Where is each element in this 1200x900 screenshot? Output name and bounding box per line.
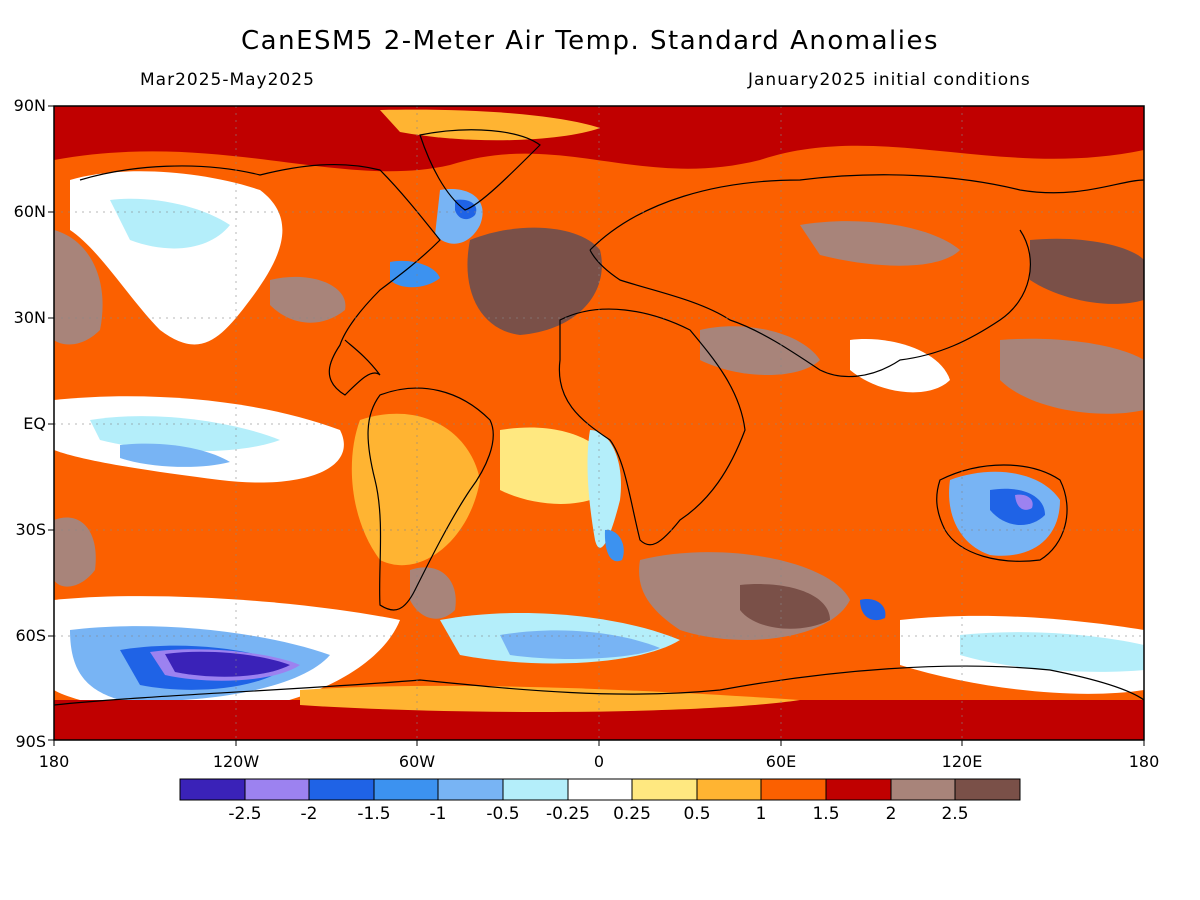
colorbar-swatch-11 [825, 778, 892, 801]
coastline-north-america [79, 163, 441, 396]
initial-conditions: January2025 initial conditions [748, 70, 1031, 90]
anomaly-region-tropical-pacific-cooler [120, 443, 230, 467]
anomaly-region-antarctica [54, 700, 1144, 740]
lat-label-eq: EQ [23, 414, 46, 433]
colorbar-label-8: 0.5 [683, 804, 711, 824]
colorbar-label-1: -2.5 [228, 804, 262, 824]
colorbar-swatch-1 [179, 778, 246, 801]
anomaly-region-usa-warm [270, 276, 346, 323]
lat-label-30n: 30N [13, 308, 46, 327]
colorbar-label-7: 0.25 [613, 804, 651, 824]
axis-ticks [48, 105, 1145, 746]
anomaly-region-australia-coolest [1015, 494, 1033, 510]
anomaly-region-pacific-warm [54, 230, 103, 345]
lat-label-30s: 30S [15, 520, 46, 539]
coastline-antarctica [54, 665, 1144, 706]
anomaly-region-arctic [54, 106, 1144, 172]
anomaly-region-australia-cooler [990, 488, 1045, 526]
anomaly-region-alaska-cool [110, 198, 230, 249]
anomaly-region-se-asia-white [850, 339, 950, 393]
graticule [54, 106, 1144, 740]
lon-label-180e: 180 [1128, 752, 1160, 771]
colorbar-label-3: -1.5 [357, 804, 391, 824]
anomaly-region-siberia-warm [800, 221, 960, 266]
colorbar-swatch-3 [308, 778, 375, 801]
anomaly-region-weddell-cooler [500, 630, 660, 660]
anomaly-region-south-pacific-warm [54, 517, 96, 587]
colorbar-label-9: 1 [755, 804, 767, 824]
anomaly-region-arabia-warm [700, 326, 820, 375]
colorbar-swatch-9 [696, 778, 762, 801]
colorbar-swatch-2 [244, 778, 310, 801]
coastline-australia [936, 464, 1068, 562]
anomaly-region-labrador-cool [390, 260, 440, 288]
colorbar-swatch-5 [437, 778, 504, 801]
colorbar [179, 778, 1021, 801]
anomaly-region-amundsen-coldest [165, 651, 290, 677]
forecast-period: Mar2025-May2025 [140, 70, 315, 90]
anomaly-region-ross-cool [960, 632, 1144, 672]
anomaly-field [54, 106, 1144, 740]
lon-label-180w: 180 [38, 752, 70, 771]
lon-label-0: 0 [593, 752, 605, 771]
anomaly-region-indian-ocean-warmest [740, 584, 830, 629]
coastline-africa [558, 308, 746, 546]
lon-label-60w: 60W [398, 752, 436, 771]
colorbar-swatch-4 [373, 778, 439, 801]
lon-label-60e: 60E [765, 752, 797, 771]
anomaly-region-gulf-guinea-cool [587, 430, 621, 548]
colorbar-label-2: -2 [300, 804, 318, 824]
colorbar-swatch-8 [631, 778, 698, 801]
anomaly-region-westpacific-warm [1000, 338, 1144, 414]
lat-label-90n: 90N [13, 96, 46, 115]
colorbar-label-10: 1.5 [812, 804, 840, 824]
anomaly-region-benguela-cool [604, 529, 624, 562]
anomaly-region-atlantic-warmest [467, 227, 602, 335]
colorbar-label-11: 2 [885, 804, 897, 824]
coastline-greenland [419, 129, 541, 211]
lon-label-120w: 120W [212, 752, 260, 771]
colorbar-swatch-7 [567, 778, 633, 801]
colorbar-label-6: -0.25 [546, 804, 590, 824]
colorbar-swatch-10 [760, 778, 827, 801]
lat-label-60n: 60N [13, 202, 46, 221]
colorbar-swatch-12 [890, 778, 956, 801]
colorbar-label-5: -0.5 [486, 804, 520, 824]
coastlines [54, 129, 1144, 706]
colorbar-swatch-6 [502, 778, 569, 801]
anomaly-region-tropical-pacific-cool [90, 416, 280, 452]
lon-label-120e: 120E [941, 752, 983, 771]
colorbar-label-4: -1 [429, 804, 447, 824]
colorbar-swatch-13 [954, 778, 1021, 801]
anomaly-region-indian-ocean-cool [860, 599, 886, 621]
anomaly-region-antarctica-coast [300, 685, 800, 712]
lat-label-60s: 60S [15, 626, 46, 645]
coastline-eurasia [589, 174, 1144, 378]
lat-label-90s: 90S [15, 732, 46, 751]
anomaly-region-northpacific-warm [1030, 238, 1144, 304]
map-title: CanESM5 2-Meter Air Temp. Standard Anoma… [241, 26, 939, 56]
colorbar-label-12: 2.5 [941, 804, 969, 824]
anomaly-region-argentina-warm [410, 567, 456, 619]
coastline-south-america [367, 387, 494, 611]
